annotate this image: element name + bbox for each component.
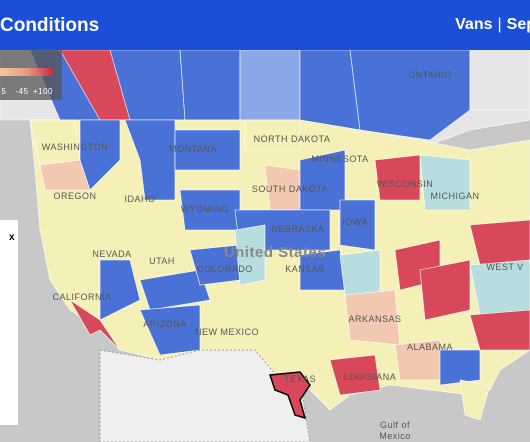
legend-label: +100: [33, 87, 53, 96]
map[interactable]: 5 -45 +100 x ONTARIO WASHINGTON MONTANA NORTH D…: [0, 50, 530, 442]
canada: [0, 50, 530, 146]
map-label: IOWA: [342, 217, 368, 227]
separator: |: [497, 16, 502, 33]
map-label: COLORADO: [197, 264, 253, 274]
map-label: UTAH: [149, 256, 175, 266]
map-label: Mexico: [379, 431, 411, 441]
map-label: NEW MEXICO: [195, 327, 259, 337]
map-label: SOUTH DAKOTA: [252, 184, 328, 194]
date[interactable]: Sep: [506, 16, 530, 33]
side-panel: [0, 220, 18, 425]
map-label: KANSAS: [285, 264, 325, 274]
map-label: TEXAS: [284, 374, 316, 384]
map-label: WEST V: [486, 262, 523, 272]
close-button: x: [9, 232, 15, 243]
legend-label: 5: [2, 87, 7, 96]
map-label: ALABAMA: [407, 342, 453, 352]
map-label: NORTH DAKOTA: [254, 134, 331, 144]
legend: [0, 50, 62, 100]
map-label: ONTARIO: [408, 70, 452, 80]
map-label: MICHIGAN: [431, 191, 480, 201]
map-label: WISCONSIN: [377, 179, 434, 189]
map-label: NEBRASKA: [271, 224, 324, 234]
map-label: NEVADA: [92, 249, 131, 259]
map-label: IDAHO: [124, 194, 155, 204]
map-label: LOUISIANA: [344, 372, 397, 382]
map-label: Gulf of: [380, 420, 410, 430]
legend-label: -45: [15, 87, 28, 96]
map-label: ARIZONA: [143, 319, 187, 329]
usa: [29, 119, 530, 421]
map-label: MONTANA: [169, 144, 217, 154]
header-right: Vans|Sep: [455, 16, 530, 34]
title: Conditions: [0, 15, 100, 36]
map-label: WYOMING: [181, 204, 230, 214]
selected-region[interactable]: [268, 371, 311, 420]
map-label: MINNESOTA: [311, 154, 368, 164]
map-label: WASHINGTON: [42, 142, 109, 152]
equipment[interactable]: Vans: [455, 16, 493, 33]
map-label: ARKANSAS: [348, 314, 401, 324]
header: Conditions Vans|Sep: [0, 0, 530, 50]
map-label: CALIFORNIA: [52, 292, 111, 302]
map-label: United States: [224, 244, 326, 261]
map-label: OREGON: [53, 191, 96, 201]
